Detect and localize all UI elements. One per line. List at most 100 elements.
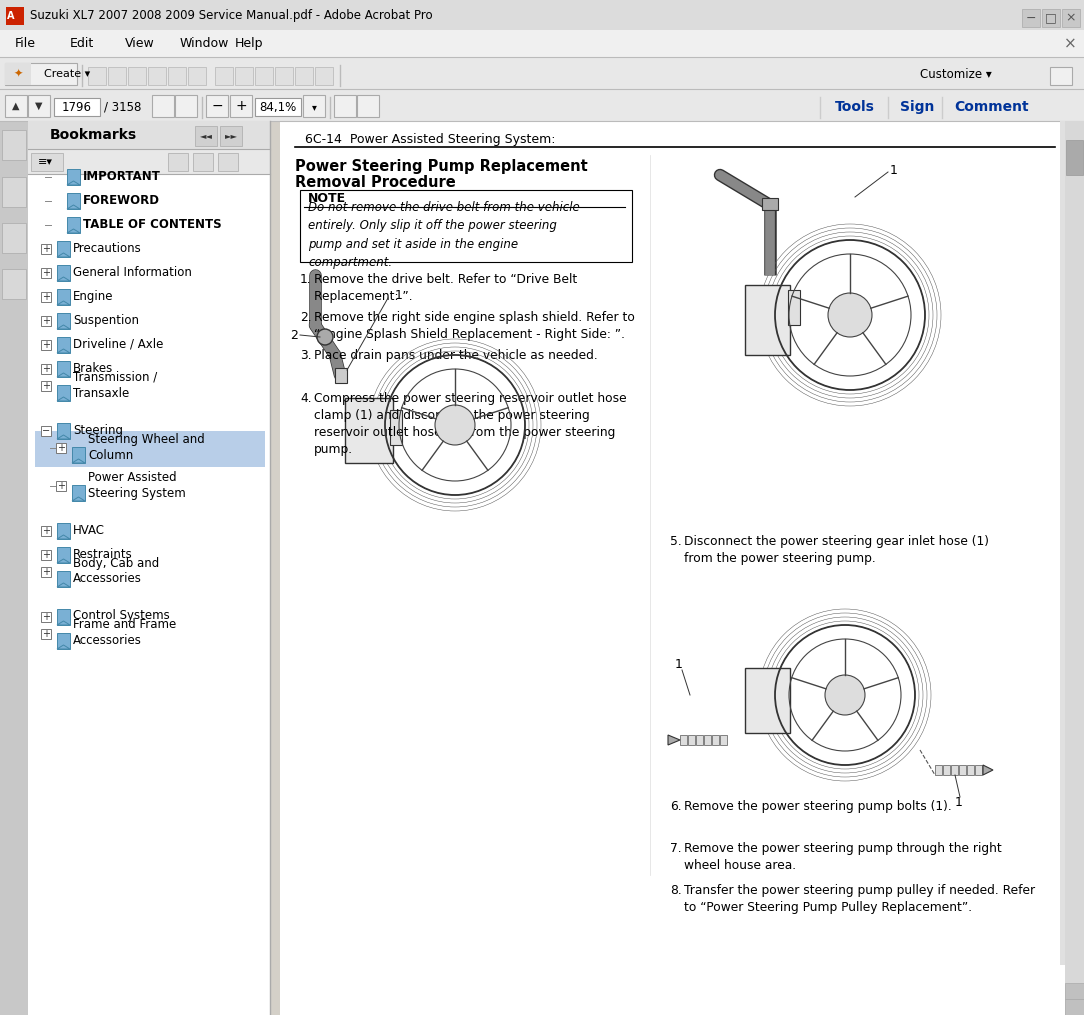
Bar [57, 385, 70, 401]
Text: ×: × [1066, 11, 1076, 24]
Bar [5, 63, 77, 85]
Bar [195, 126, 217, 146]
Bar [41, 316, 51, 326]
Text: 8.: 8. [670, 884, 682, 897]
Bar [57, 547, 70, 563]
Bar [0, 0, 1084, 30]
Bar [720, 735, 727, 745]
Bar [220, 126, 242, 146]
Polygon shape [668, 735, 680, 745]
Text: Power Assisted
Steering System: Power Assisted Steering System [88, 471, 185, 499]
Text: Transmission /
Transaxle: Transmission / Transaxle [73, 370, 157, 400]
Text: Precautions: Precautions [73, 242, 142, 255]
Text: 7.: 7. [670, 842, 682, 855]
Bar [28, 121, 270, 149]
Bar [280, 121, 1064, 1015]
Bar [128, 67, 146, 85]
Text: FOREWORD: FOREWORD [83, 194, 160, 206]
Bar [57, 633, 70, 649]
Circle shape [317, 329, 333, 345]
Polygon shape [72, 459, 85, 463]
Text: 1: 1 [675, 659, 683, 672]
Bar [0, 121, 28, 1015]
Text: ▾: ▾ [311, 102, 317, 112]
Text: Frame and Frame
Accessories: Frame and Frame Accessories [73, 618, 177, 648]
Text: 3.: 3. [300, 349, 311, 362]
Bar [1042, 9, 1060, 27]
Text: Steering Wheel and
Column: Steering Wheel and Column [88, 432, 205, 462]
Text: Compress the power steering reservoir outlet hose
clamp (1) and disconnect the p: Compress the power steering reservoir ou… [314, 392, 627, 456]
Text: Suspention: Suspention [73, 314, 139, 327]
Bar [88, 67, 106, 85]
Bar [152, 95, 175, 117]
Polygon shape [57, 645, 70, 649]
Bar [1050, 67, 1072, 85]
Polygon shape [57, 535, 70, 539]
Bar [2, 223, 26, 253]
Text: 1: 1 [395, 288, 403, 301]
Text: 1796: 1796 [62, 100, 92, 114]
Bar [57, 361, 70, 377]
Bar [959, 765, 966, 775]
Text: ►►: ►► [224, 132, 237, 140]
Text: 5.: 5. [670, 535, 682, 548]
Bar [175, 95, 197, 117]
Bar [67, 193, 80, 209]
Bar [31, 153, 63, 171]
Bar [56, 481, 66, 491]
Text: Control Systems: Control Systems [73, 609, 170, 622]
Bar [41, 612, 51, 622]
Text: +: + [42, 629, 50, 639]
Bar [215, 67, 233, 85]
Bar [1062, 9, 1080, 27]
Bar [28, 95, 50, 117]
Text: 2.: 2. [300, 311, 311, 324]
Bar [1064, 983, 1084, 999]
Text: Engine: Engine [73, 289, 114, 302]
Text: +: + [57, 443, 65, 453]
Bar [230, 95, 251, 117]
Text: Steering: Steering [73, 423, 122, 436]
Bar [712, 735, 719, 745]
Text: IMPORTANT: IMPORTANT [83, 170, 160, 183]
Text: A: A [7, 11, 14, 21]
Text: 1: 1 [890, 163, 898, 177]
Circle shape [825, 675, 865, 715]
Bar [57, 523, 70, 539]
Bar [1066, 140, 1083, 175]
Bar [149, 67, 166, 85]
Text: 6.: 6. [670, 800, 682, 813]
Polygon shape [57, 559, 70, 563]
Bar [967, 765, 975, 775]
Bar [935, 765, 942, 775]
Text: File: File [15, 37, 36, 50]
Bar [745, 668, 790, 733]
Text: +: + [42, 381, 50, 391]
Bar [57, 609, 70, 625]
Bar [975, 765, 982, 775]
Bar [218, 153, 238, 171]
Text: 1.: 1. [300, 273, 311, 286]
Bar [168, 67, 186, 85]
Bar [295, 67, 313, 85]
Bar [1060, 121, 1064, 1015]
Bar [5, 63, 31, 85]
Text: Customize ▾: Customize ▾ [920, 68, 992, 80]
Bar [41, 550, 51, 560]
Bar [1022, 9, 1040, 27]
Polygon shape [983, 765, 993, 775]
Text: Do not remove the drive belt from the vehicle
entirely. Only slip it off the pow: Do not remove the drive belt from the ve… [308, 201, 580, 269]
Bar [41, 567, 51, 577]
Bar [5, 95, 27, 117]
Bar [762, 198, 778, 210]
Bar [28, 121, 270, 1015]
Polygon shape [72, 497, 85, 501]
Bar [0, 30, 1084, 57]
Bar [57, 313, 70, 329]
Text: +: + [42, 268, 50, 278]
Bar [315, 67, 333, 85]
Text: Remove the power steering pump bolts (1).: Remove the power steering pump bolts (1)… [684, 800, 952, 813]
Text: −: − [211, 99, 223, 113]
Text: +: + [42, 526, 50, 536]
Polygon shape [57, 325, 70, 329]
